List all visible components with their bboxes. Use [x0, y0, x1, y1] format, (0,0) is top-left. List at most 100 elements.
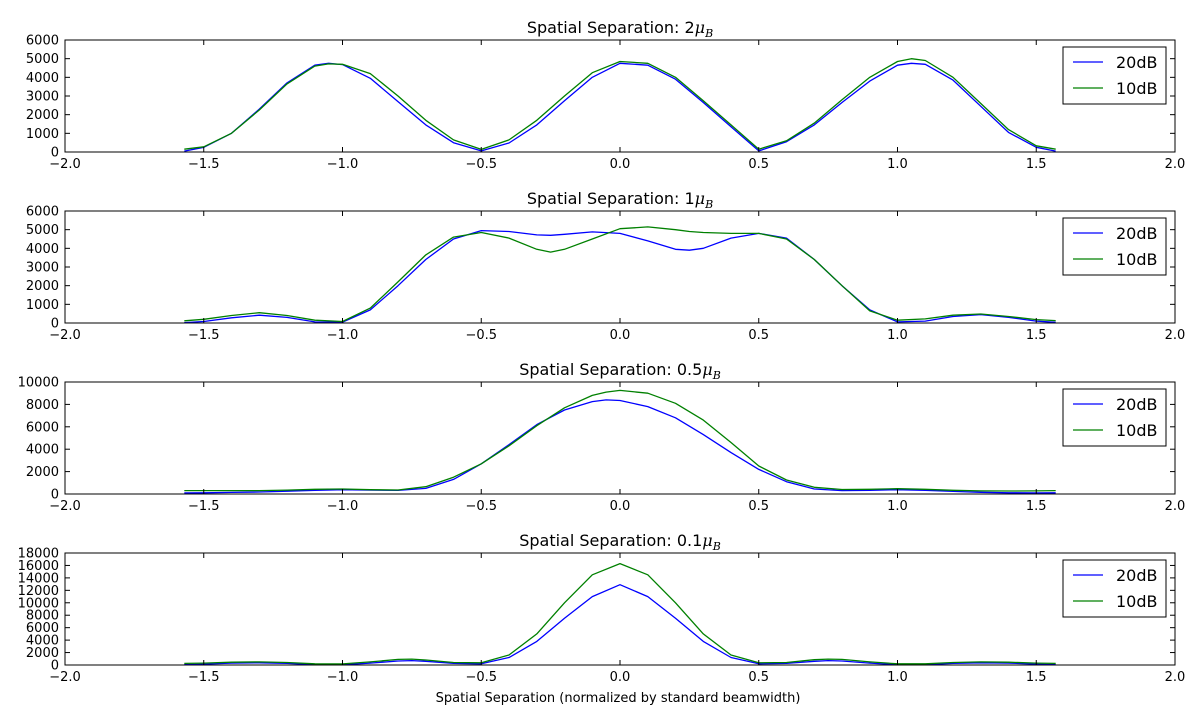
y-tick-label: 14000	[18, 571, 59, 586]
x-tick-label: 2.0	[1165, 157, 1186, 172]
series-line-10dB	[184, 226, 1056, 323]
series-lines	[184, 389, 1056, 494]
y-tick-label: 2000	[26, 646, 59, 661]
legend: 20dB 10dB	[1062, 559, 1167, 618]
x-tick-label: −1.0	[327, 157, 359, 172]
legend-label-20dB: 20dB	[1116, 395, 1158, 414]
x-tick-label: 2.0	[1165, 670, 1186, 685]
y-tick-label: 2000	[26, 465, 59, 480]
series-lines	[184, 58, 1056, 152]
subplot-title-main: Spatial Separation: 0.1	[519, 531, 702, 550]
x-tick-label: −1.0	[327, 670, 359, 685]
y-tick-label: 6000	[26, 205, 59, 220]
legend-box	[1062, 217, 1167, 276]
subplot-4: −2.0 −1.5 −1.0 −0.5 0.0 0.5 1.0 1.5 2.0020004000…	[18, 531, 1186, 685]
y-tick-label: 0	[51, 146, 59, 161]
x-tick-label: −0.5	[465, 328, 497, 343]
subplot-title-mu: μ	[702, 360, 712, 379]
series-line-20dB	[184, 62, 1056, 152]
legend-label-20dB: 20dB	[1116, 224, 1158, 243]
subplot-2: −2.0 −1.5 −1.0 −0.5 0.0 0.5 1.0 1.5 2.0 0 1000 2000…	[26, 189, 1185, 343]
legend-label-20dB: 20dB	[1116, 53, 1158, 72]
y-tick-label: 4000	[26, 443, 59, 458]
legend: 20dB 10dB	[1062, 388, 1167, 447]
legend-box	[1062, 46, 1167, 105]
x-tick-label: 1.5	[1026, 670, 1047, 685]
y-tick-label: 0	[51, 488, 59, 503]
subplot-1: −2.0 −1.5 −1.0 −0.5 0.0 0.5 1.0 1.5 2.0 0 1000 2000…	[26, 18, 1185, 172]
y-tick-label: 8000	[26, 609, 59, 624]
legend-label-10dB: 10dB	[1116, 79, 1158, 98]
subplot-title-subscript: B	[704, 27, 713, 40]
subplot-3: −2.0 −1.5 −1.0 −0.5 0.0 0.5 1.0 1.5 2.0 0 2000 4000…	[18, 360, 1186, 514]
subplot-title-main: Spatial Separation: 0.5	[519, 360, 702, 379]
subplot-title-mu: μ	[695, 189, 705, 208]
series-line-20dB	[184, 399, 1056, 494]
x-tick-label: −1.5	[188, 670, 220, 685]
series-line-10dB	[184, 562, 1056, 665]
y-tick-label: 3000	[26, 261, 59, 276]
y-axis: 0 1000 2000 3000 4000 5000 6000	[26, 34, 1175, 161]
y-axis: 0 2000 4000 6000 8000 10000	[18, 376, 1175, 503]
x-axis: −2.0 −1.5 −1.0 −0.5 0.0 0.5 1.0 1.5 2.0	[49, 40, 1185, 172]
y-tick-label: 16000	[18, 559, 59, 574]
y-tick-label: 6000	[26, 34, 59, 49]
x-tick-label: −2.0	[49, 157, 81, 172]
subplot-title-subscript: B	[712, 369, 721, 382]
y-tick-label: 10000	[18, 596, 59, 611]
y-tick-label: 4000	[26, 634, 59, 649]
y-tick-label: 10000	[18, 376, 59, 391]
y-tick-label: 2000	[26, 108, 59, 123]
y-tick-label: 1000	[26, 127, 59, 142]
x-tick-label: 0.5	[748, 499, 769, 514]
x-tick-label: −1.5	[188, 328, 220, 343]
subplot-title-main: Spatial Separation: 1	[527, 189, 695, 208]
series-lines	[184, 226, 1056, 323]
y-tick-label: 6000	[26, 621, 59, 636]
subplot-title-subscript: B	[704, 198, 713, 211]
y-tick-label: 0	[51, 659, 59, 674]
x-tick-label: 2.0	[1165, 328, 1186, 343]
legend: 20dB 10dB	[1062, 46, 1167, 105]
x-tick-label: 2.0	[1165, 499, 1186, 514]
legend-box	[1062, 559, 1167, 618]
y-tick-label: 8000	[26, 398, 59, 413]
y-tick-label: 5000	[26, 223, 59, 238]
x-tick-label: 1.5	[1026, 328, 1047, 343]
series-line-20dB	[184, 229, 1056, 323]
series-line-10dB	[184, 58, 1056, 151]
x-tick-label: −1.0	[327, 499, 359, 514]
subplot-title-mu: μ	[702, 531, 712, 550]
y-tick-label: 1000	[26, 298, 59, 313]
y-tick-label: 4000	[26, 242, 59, 257]
y-axis: 0200040006000800010000120001400016000180…	[18, 547, 1175, 674]
y-tick-label: 0	[51, 317, 59, 332]
legend: 20dB 10dB	[1062, 217, 1167, 276]
y-tick-label: 2000	[26, 279, 59, 294]
subplot-title-subscript: B	[712, 540, 721, 553]
x-tick-label: 0.0	[610, 328, 631, 343]
subplot-title-mu: μ	[695, 18, 705, 37]
legend-label-10dB: 10dB	[1116, 421, 1158, 440]
subplots-group: −2.0 −1.5 −1.0 −0.5 0.0 0.5 1.0 1.5 2.0 0 1000 2000…	[18, 18, 1186, 685]
x-tick-label: −2.0	[49, 670, 81, 685]
y-tick-label: 5000	[26, 52, 59, 67]
x-tick-label: −0.5	[465, 157, 497, 172]
x-axis: −2.0 −1.5 −1.0 −0.5 0.0 0.5 1.0 1.5 2.0	[49, 211, 1185, 343]
legend-label-10dB: 10dB	[1116, 250, 1158, 269]
legend-label-20dB: 20dB	[1116, 566, 1158, 585]
x-tick-label: 0.0	[610, 670, 631, 685]
x-tick-label: −1.5	[188, 499, 220, 514]
x-axis: −2.0 −1.5 −1.0 −0.5 0.0 0.5 1.0 1.5 2.0	[49, 553, 1185, 685]
x-tick-label: 0.5	[748, 328, 769, 343]
x-tick-label: 1.5	[1026, 157, 1047, 172]
series-line-10dB	[184, 389, 1056, 492]
x-tick-label: −2.0	[49, 328, 81, 343]
x-tick-label: −1.5	[188, 157, 220, 172]
y-tick-label: 4000	[26, 71, 59, 86]
x-tick-label: 0.0	[610, 157, 631, 172]
subplot-title: Spatial Separation: 2μB	[527, 18, 713, 40]
x-tick-label: 0.0	[610, 499, 631, 514]
